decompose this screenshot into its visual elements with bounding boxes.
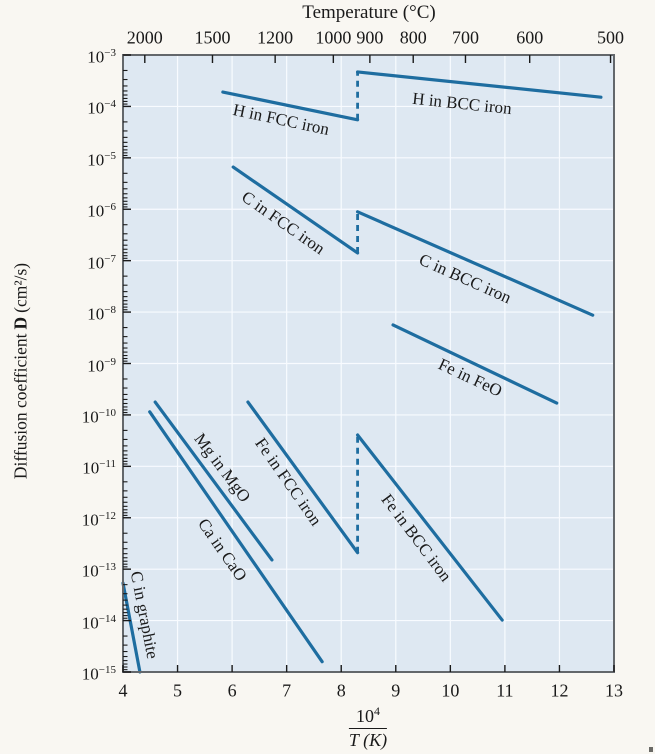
- temperature-tick-label: 1200: [257, 27, 294, 48]
- y-tick-label: 10−3: [87, 47, 116, 67]
- x-axis-numerator-base: 10: [356, 706, 374, 726]
- x-tick-label: 10: [441, 680, 460, 701]
- curve-label-c-in-graphite: C in graphite: [126, 569, 163, 661]
- x-axis-title-denominator: T (K): [348, 730, 388, 750]
- curve-ca-in-cao: [148, 410, 324, 664]
- x-axis-numerator-exponent: 4: [374, 704, 380, 718]
- curve-label-ca-in-cao: Ca in CaO: [193, 515, 251, 585]
- x-tick-label: 4: [118, 680, 128, 701]
- y-tick-label: 10−10: [81, 406, 116, 427]
- y-tick-label: 10−15: [81, 664, 116, 684]
- y-tick-label: 10−6: [87, 201, 116, 221]
- curve-label-fe-in-fcc-iron: Fe in FCC iron: [250, 434, 326, 530]
- temperature-tick-label: 700: [451, 27, 479, 48]
- curve-mg-in-mgo: [153, 400, 274, 562]
- curve-label-h-in-bcc-iron: H in BCC iron: [411, 88, 513, 119]
- y-tick-label: 10−11: [82, 458, 116, 478]
- temperature-tick-label: 2000: [126, 27, 163, 48]
- curve-label-c-in-bcc-iron: C in BCC iron: [416, 249, 515, 308]
- curve-label-h-in-fcc-iron: H in FCC iron: [231, 100, 332, 140]
- curve-fe-in-bcc-iron: [355, 433, 504, 622]
- temperature-tick-label: 500: [597, 27, 625, 48]
- curve-label-fe-in-feo: Fe in FeO: [435, 354, 506, 401]
- y-tick-label: 10−14: [81, 612, 116, 633]
- temperature-tick-label: 600: [516, 27, 544, 48]
- curve-label-c-in-fcc-iron: C in FCC iron: [238, 187, 329, 259]
- x-axis-title: 104 T (K): [348, 701, 388, 751]
- x-tick-label: 13: [605, 680, 623, 701]
- curve-c-in-fcc-iron: [231, 165, 360, 255]
- curve-fe-in-feo: [391, 323, 559, 405]
- x-axis-title-numerator: 104: [348, 701, 388, 729]
- temperature-tick-label: 1000: [315, 27, 352, 48]
- top-axis-title: Temperature (°C): [302, 2, 436, 23]
- x-tick-label: 8: [336, 680, 346, 701]
- curve-label-mg-in-mgo: Mg in MgO: [190, 429, 255, 506]
- y-tick-label: 10−8: [87, 304, 116, 324]
- x-tick-label: 5: [173, 680, 183, 701]
- y-tick-label: 10−4: [87, 98, 116, 119]
- x-tick-label: 11: [496, 680, 514, 701]
- y-tick-label: 10−7: [87, 252, 116, 273]
- temperature-tick-label: 800: [399, 27, 427, 48]
- curve-c-in-bcc-iron: [355, 210, 595, 317]
- y-tick-label: 10−12: [81, 509, 116, 530]
- temperature-tick-label: 1500: [194, 27, 231, 48]
- x-tick-label: 7: [282, 680, 292, 701]
- scan-artifact: [649, 747, 653, 752]
- x-tick-label: 12: [550, 680, 569, 701]
- curve-h-in-fcc-iron: [221, 90, 360, 122]
- curve-label-fe-in-bcc-iron: Fe in BCC iron: [377, 490, 456, 585]
- x-tick-label: 9: [391, 680, 401, 701]
- curve-h-in-bcc-iron: [355, 70, 603, 99]
- y-tick-label: 10−13: [81, 561, 116, 581]
- curve-fe-in-fcc-iron: [246, 400, 360, 555]
- y-tick-label: 10−5: [87, 149, 116, 170]
- temperature-tick-label: 900: [356, 27, 384, 48]
- y-tick-label: 10−9: [87, 355, 116, 376]
- x-tick-label: 6: [227, 680, 237, 701]
- curve-c-in-graphite: [121, 581, 142, 674]
